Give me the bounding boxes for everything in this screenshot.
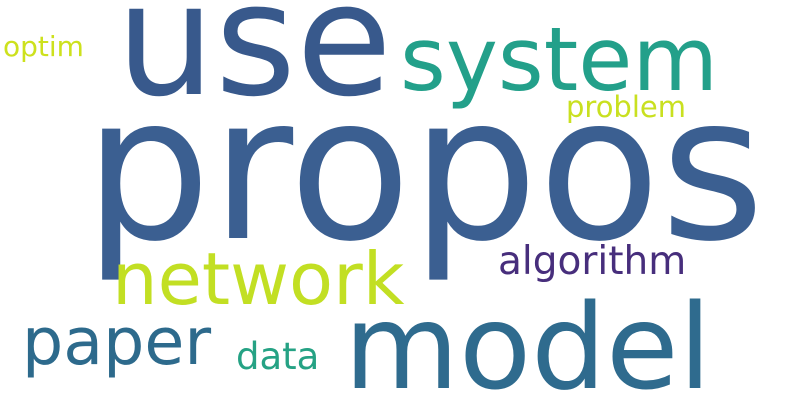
- word-data: data: [236, 335, 320, 378]
- word-problem: problem: [566, 90, 686, 124]
- word-use: use: [116, 0, 393, 131]
- word-propos: propos: [84, 53, 765, 286]
- word-optim: optim: [3, 30, 84, 63]
- word-model: model: [344, 278, 712, 400]
- word-network: network: [112, 237, 405, 321]
- word-system: system: [400, 8, 719, 111]
- word-algorithm: algorithm: [498, 239, 687, 284]
- word-paper: paper: [22, 305, 212, 380]
